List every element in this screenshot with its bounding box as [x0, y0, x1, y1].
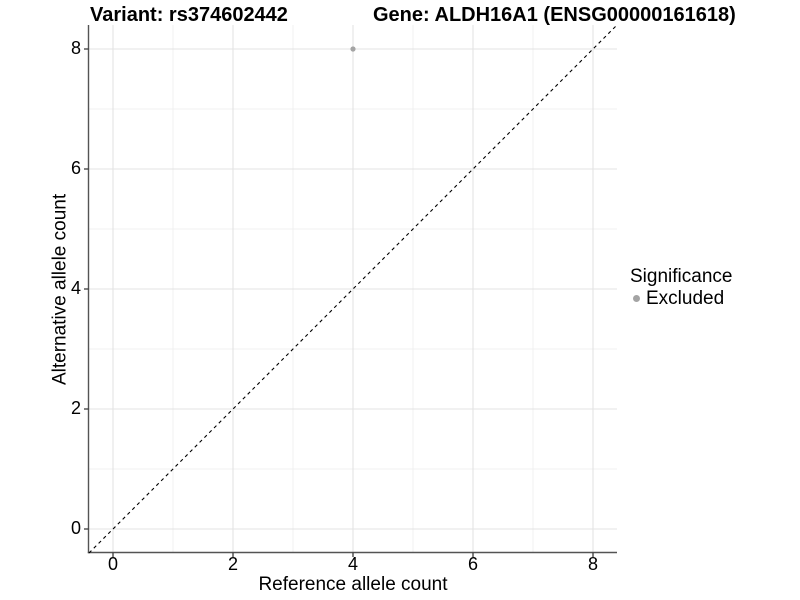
data-point — [350, 46, 356, 52]
legend: Significance Excluded — [630, 267, 795, 309]
legend-items: Excluded — [630, 287, 795, 309]
plot-title-variant: Variant: rs374602442 — [90, 4, 288, 26]
x-tick-label: 2 — [227, 554, 238, 574]
x-tick-label: 8 — [587, 554, 598, 574]
identity-reference-line — [88, 24, 618, 554]
legend-title: Significance — [630, 266, 733, 287]
legend-item: Excluded — [630, 287, 795, 309]
x-axis-title: Reference allele count — [258, 574, 448, 595]
y-tick-label: 4 — [70, 278, 81, 298]
plot-title-gene: Gene: ALDH16A1 (ENSG00000161618) — [373, 4, 736, 26]
legend-key-dot-icon — [633, 295, 640, 303]
legend-item-label: Excluded — [646, 287, 725, 309]
x-tick-label: 6 — [467, 554, 478, 574]
y-tick-label: 6 — [70, 158, 81, 178]
y-tick-label: 0 — [70, 518, 81, 538]
y-tick-label: 8 — [70, 38, 81, 58]
x-tick-label: 4 — [347, 554, 358, 574]
y-tick-label: 2 — [70, 398, 81, 418]
x-tick-label: 0 — [107, 554, 118, 574]
